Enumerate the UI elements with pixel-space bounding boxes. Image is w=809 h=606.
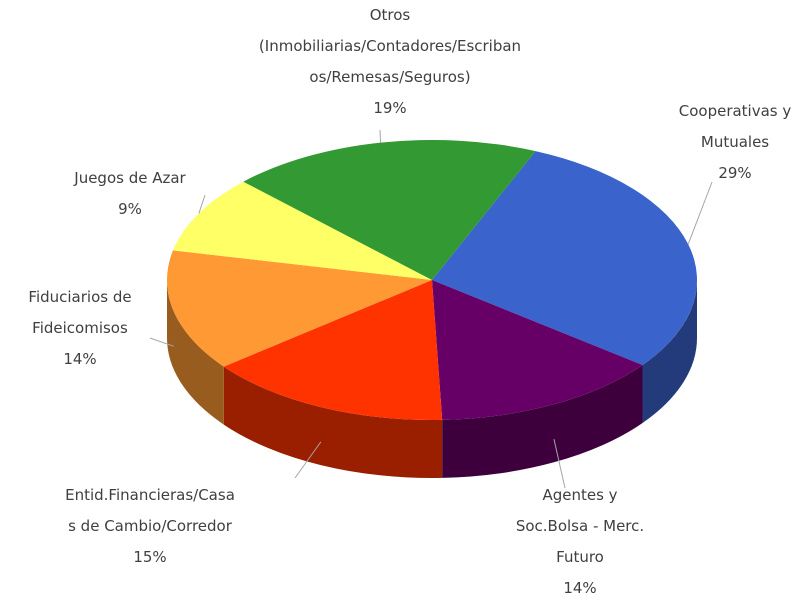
slice-value-label: 9%	[118, 200, 142, 218]
leader-line	[553, 438, 566, 489]
slice	[243, 140, 536, 280]
slice-value-label: 14%	[63, 350, 96, 368]
slice-side	[223, 366, 443, 478]
slice-label: Agentes y Soc.Bolsa - Merc. Futuro	[516, 486, 644, 566]
slice-side	[167, 280, 224, 425]
slice-side	[442, 365, 643, 478]
slice	[167, 250, 432, 367]
slice-label: Otros (Inmobiliarias/Contadores/Escriban o…	[259, 6, 521, 86]
leader-line	[149, 337, 174, 347]
slice-label: Cooperativas y Mutuales	[679, 102, 792, 151]
slice-value-label: 15%	[133, 548, 166, 566]
slice	[223, 280, 443, 420]
leader-line	[687, 181, 713, 245]
slice-side	[642, 280, 697, 424]
slice-value-label: 19%	[373, 99, 406, 117]
slice-label: Fiduciarios de Fideicomisos	[28, 288, 131, 337]
slice-label: Juegos de Azar	[73, 169, 186, 187]
leader-line	[294, 441, 322, 479]
leader-line	[379, 129, 382, 143]
slice-value-label: 29%	[718, 164, 751, 182]
slice	[172, 181, 432, 280]
slice-label: Entid.Financieras/Casa s de Cambio/Corred…	[65, 486, 235, 535]
slice	[432, 151, 697, 366]
slice	[432, 280, 643, 420]
leader-line	[198, 194, 206, 214]
slice-value-label: 14%	[563, 579, 596, 597]
